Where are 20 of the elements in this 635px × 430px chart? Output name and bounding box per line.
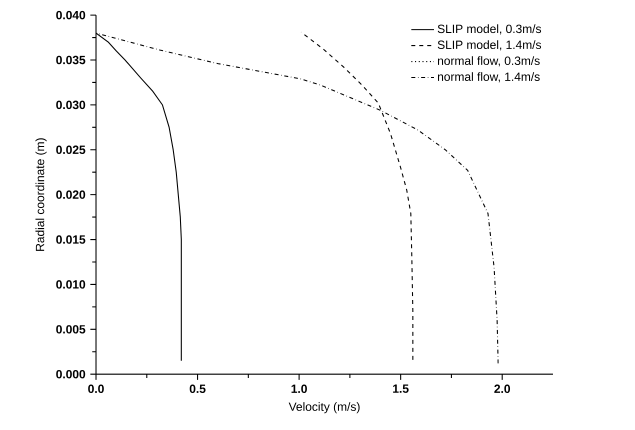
legend-label: normal flow, 1.4m/s	[438, 72, 540, 82]
y-tick-label: 0.025	[56, 145, 86, 154]
x-tick-label: 1.0	[292, 384, 307, 393]
x-tick-label: 0.5	[190, 384, 206, 393]
y-tick-label: 0.005	[56, 325, 86, 334]
y-tick-label: 0.000	[56, 370, 86, 378]
x-tick-label: 2.0	[494, 384, 510, 393]
y-axis-title: Radial coordinate (m)	[35, 138, 47, 251]
x-tick-label: 0.0	[88, 384, 104, 393]
legend-label: SLIP model, 0.3m/s	[438, 24, 542, 34]
y-tick-label: 0.010	[56, 280, 86, 289]
y-tick-label: 0.035	[56, 56, 86, 64]
y-tick-label: 0.030	[56, 100, 86, 110]
y-tick-label: 0.015	[56, 235, 86, 244]
legend-label: normal flow, 0.3m/s	[438, 56, 540, 66]
x-tick-label: 1.5	[393, 384, 409, 393]
y-tick-label: 0.020	[56, 190, 86, 199]
x-axis-title: Velocity (m/s)	[288, 402, 360, 414]
y-tick-label: 0.040	[56, 10, 86, 20]
legend-label: SLIP model, 1.4m/s	[438, 40, 542, 50]
